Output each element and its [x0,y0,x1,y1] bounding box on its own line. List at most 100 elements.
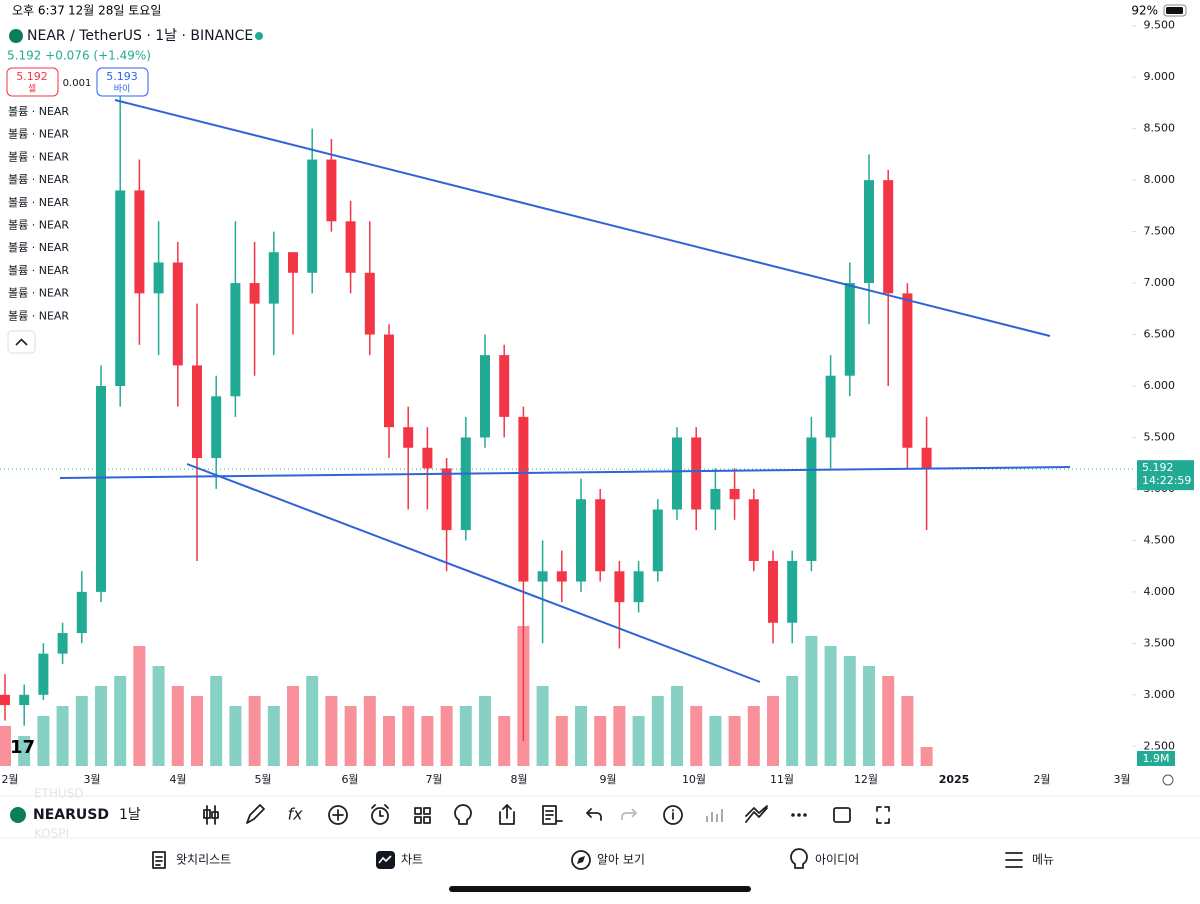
y-tick-label: 9.000 [1144,70,1176,83]
candle-body [153,262,164,294]
window-icon[interactable] [833,807,851,823]
x-tick-label: 8월 [510,773,527,786]
candle-body [230,283,241,397]
volume-value-label: 1.9M [1143,752,1170,765]
indicator-label[interactable]: 볼륨 · NEAR [8,196,69,209]
candle-body [768,560,778,623]
trend-line[interactable] [59,466,1071,479]
chart-tab-glyph [378,855,392,864]
x-tick-label: 6월 [341,773,358,786]
volume-value-box [1137,751,1175,766]
candle-body [57,633,68,654]
volume-bar [287,686,299,766]
last-price-label: 5.192 [1142,461,1174,474]
x-tick-label: 7월 [425,773,442,786]
chart-type-icon[interactable] [203,805,219,825]
candle-body [518,416,529,582]
alert-icon[interactable] [371,807,389,825]
candle-body [441,468,452,531]
volume-bar [267,706,280,766]
trend-line[interactable] [114,99,1051,337]
candle-body [633,571,644,603]
buy-label: 바이 [114,84,131,95]
volume-bar [671,686,683,766]
x-tick-label: 9월 [599,773,616,786]
volume-icon[interactable] [706,809,723,822]
y-tick-label: 8.000 [1144,173,1176,186]
indicator-label[interactable]: 볼륨 · NEAR [8,241,69,254]
volume-bar [536,686,549,766]
indicator-label[interactable]: 볼륨 · NEAR [8,309,69,322]
volume-bar [920,747,933,766]
indicator-label[interactable]: 볼륨 · NEAR [8,150,69,163]
y-tick-label: 6.500 [1144,328,1176,341]
fullscreen-icon[interactable] [876,806,890,824]
volume-bar [728,716,741,766]
symbol-title[interactable]: NEAR / TetherUS · 1날 · BINANCE [27,28,253,44]
indicator-label[interactable]: 볼륨 · NEAR [8,173,69,186]
alert-hands [371,804,389,817]
collapse-icon [15,338,28,346]
y-tick-label: 9.500 [1144,19,1176,32]
volume-bar [363,696,376,766]
candle-body [729,488,740,500]
candle-body [96,386,106,592]
candle-body [460,437,471,531]
y-tick-label: 7.500 [1144,225,1176,238]
indicator-label[interactable]: 볼륨 · NEAR [8,128,69,141]
candle-body [556,571,567,582]
buy-price: 5.193 [106,70,138,83]
share-icon[interactable] [499,804,515,825]
indicator-label[interactable]: 볼륨 · NEAR [8,264,69,277]
candle-body [76,591,87,634]
y-tick-label: 8.500 [1144,122,1176,135]
trend-line[interactable] [186,463,761,683]
tab[interactable]: 왓치리스트 [176,853,231,867]
indicator-label[interactable]: 볼륨 · NEAR [8,287,69,300]
indicator-label[interactable]: 볼륨 · NEAR [8,105,69,118]
x-tick-label: 2월 [1033,773,1050,786]
candle-body [307,159,318,273]
x-tick-label: 4월 [169,773,186,786]
volume-bar [18,736,31,766]
volume-bar [229,706,242,766]
y-tick-label: 6.000 [1144,379,1176,392]
indicator-label[interactable]: 볼륨 · NEAR [8,219,69,232]
compare-icon[interactable] [745,805,768,823]
candle-body [480,355,490,438]
volume-bar [114,676,127,766]
add-icon[interactable] [328,805,348,825]
candle-body [268,252,279,304]
volume-bar [632,716,645,766]
undo-icon[interactable] [586,808,602,821]
candle-body [499,355,510,417]
tab[interactable]: 메뉴 [1032,853,1054,867]
volume-bar [863,666,875,766]
idea-icon[interactable] [454,804,472,825]
buy-button[interactable] [96,67,149,97]
candle-body [326,159,337,222]
ghost-symbol: KOSPI [34,827,69,841]
tab[interactable]: 알아 보기 [597,853,645,867]
volume-bar [440,706,453,766]
price-change: 5.192 +0.076 (+1.49%) [7,49,151,63]
indicator-icon[interactable]: fx [287,805,303,824]
volume-bar [191,696,203,766]
volume-bar [306,676,319,766]
tv-logo: 𝟭𝟳 [10,737,35,758]
volume-bar [383,716,395,766]
sell-button[interactable] [6,67,59,97]
order-icon[interactable] [542,805,563,825]
tab[interactable]: 차트 [401,853,423,867]
toolbar-symbol[interactable]: NEARUSD [33,807,109,823]
candle-body [134,190,145,294]
draw-icon[interactable] [246,804,265,824]
spread: 0.001 [63,78,92,89]
info-icon[interactable] [663,805,683,825]
more-dot[interactable] [791,813,795,817]
layout-icon[interactable] [414,807,431,824]
tab[interactable]: 아이디어 [815,853,859,867]
collapse-button[interactable] [7,330,36,354]
toolbar-interval[interactable]: 1날 [119,807,141,823]
redo-icon[interactable] [621,808,638,820]
